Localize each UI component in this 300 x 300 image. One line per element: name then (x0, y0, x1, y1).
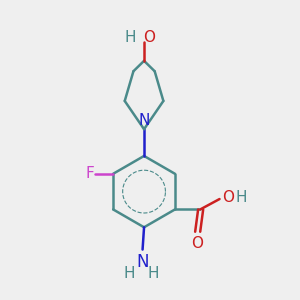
Text: O: O (143, 30, 155, 45)
Text: N: N (136, 253, 149, 271)
Text: N: N (138, 113, 150, 128)
Text: H: H (124, 30, 136, 45)
Text: H: H (123, 266, 135, 281)
Text: F: F (86, 166, 95, 181)
Text: H: H (236, 190, 248, 205)
Text: O: O (222, 190, 234, 205)
Text: H: H (147, 266, 159, 281)
Text: O: O (191, 236, 203, 251)
